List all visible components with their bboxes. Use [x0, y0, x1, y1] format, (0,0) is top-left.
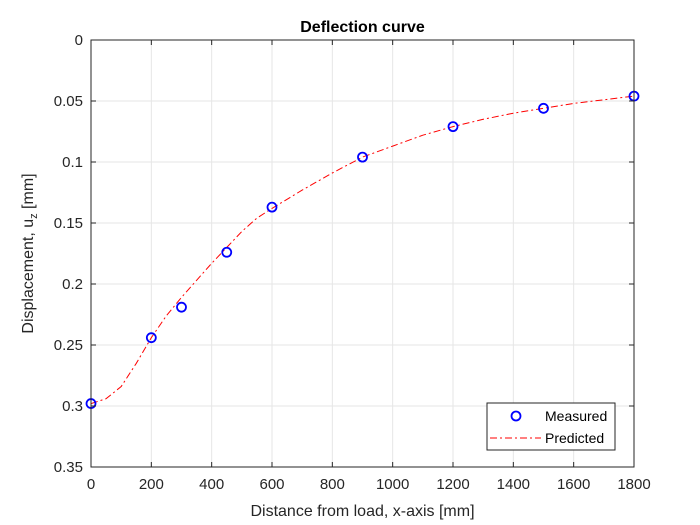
legend-predicted-label: Predicted — [545, 430, 604, 446]
legend-measured-label: Measured — [545, 408, 607, 424]
measured-point — [266, 201, 278, 213]
y-tick-label: 0.3 — [62, 398, 83, 415]
y-tick-label: 0.35 — [54, 459, 83, 476]
x-tick-label: 200 — [139, 476, 164, 493]
legend: Measured Predicted — [486, 402, 616, 451]
y-tick-label: 0.15 — [54, 215, 83, 232]
plot-area — [91, 40, 634, 467]
legend-measured-marker — [510, 410, 522, 422]
measured-point — [145, 332, 157, 344]
y-tick-label: 0.25 — [54, 337, 83, 354]
tick-labels: 0 200 400 600 800 1000 1200 1400 1600 1800 0 0.05 0.… — [54, 32, 651, 493]
measured-point — [538, 102, 549, 114]
x-tick-label: 400 — [199, 476, 224, 493]
y-tick-label: 0.1 — [62, 154, 83, 171]
y-tick-label: 0.2 — [62, 276, 83, 293]
y-axis-label: Displacement, uz [mm] — [20, 173, 40, 333]
legend-box — [486, 402, 616, 451]
x-tick-label: 800 — [320, 476, 345, 493]
x-tick-label: 1200 — [436, 476, 469, 493]
y-axis-label-unit: [mm] — [20, 173, 37, 213]
measured-point — [221, 246, 233, 258]
y-tick-label: 0.05 — [54, 93, 83, 110]
x-tick-label: 1400 — [497, 476, 530, 493]
x-axis-label: Distance from load, x-axis [mm] — [250, 503, 474, 520]
measured-point — [447, 121, 459, 133]
measured-point — [176, 301, 187, 313]
axis-ticks — [90, 39, 635, 468]
x-tick-label: 1000 — [376, 476, 409, 493]
x-tick-label: 1800 — [617, 476, 650, 493]
plot-frame — [90, 39, 635, 468]
chart-title: Deflection curve — [300, 19, 425, 36]
predicted-series-line — [90, 95, 635, 405]
x-tick-label: 600 — [259, 476, 284, 493]
y-tick-label: 0 — [75, 32, 83, 49]
y-axis-label-subscript: z — [28, 213, 40, 219]
x-tick-label: 0 — [87, 476, 95, 493]
y-axis-label-main: Displacement, u — [20, 219, 37, 334]
x-tick-label: 1600 — [557, 476, 590, 493]
measured-point — [357, 151, 368, 163]
